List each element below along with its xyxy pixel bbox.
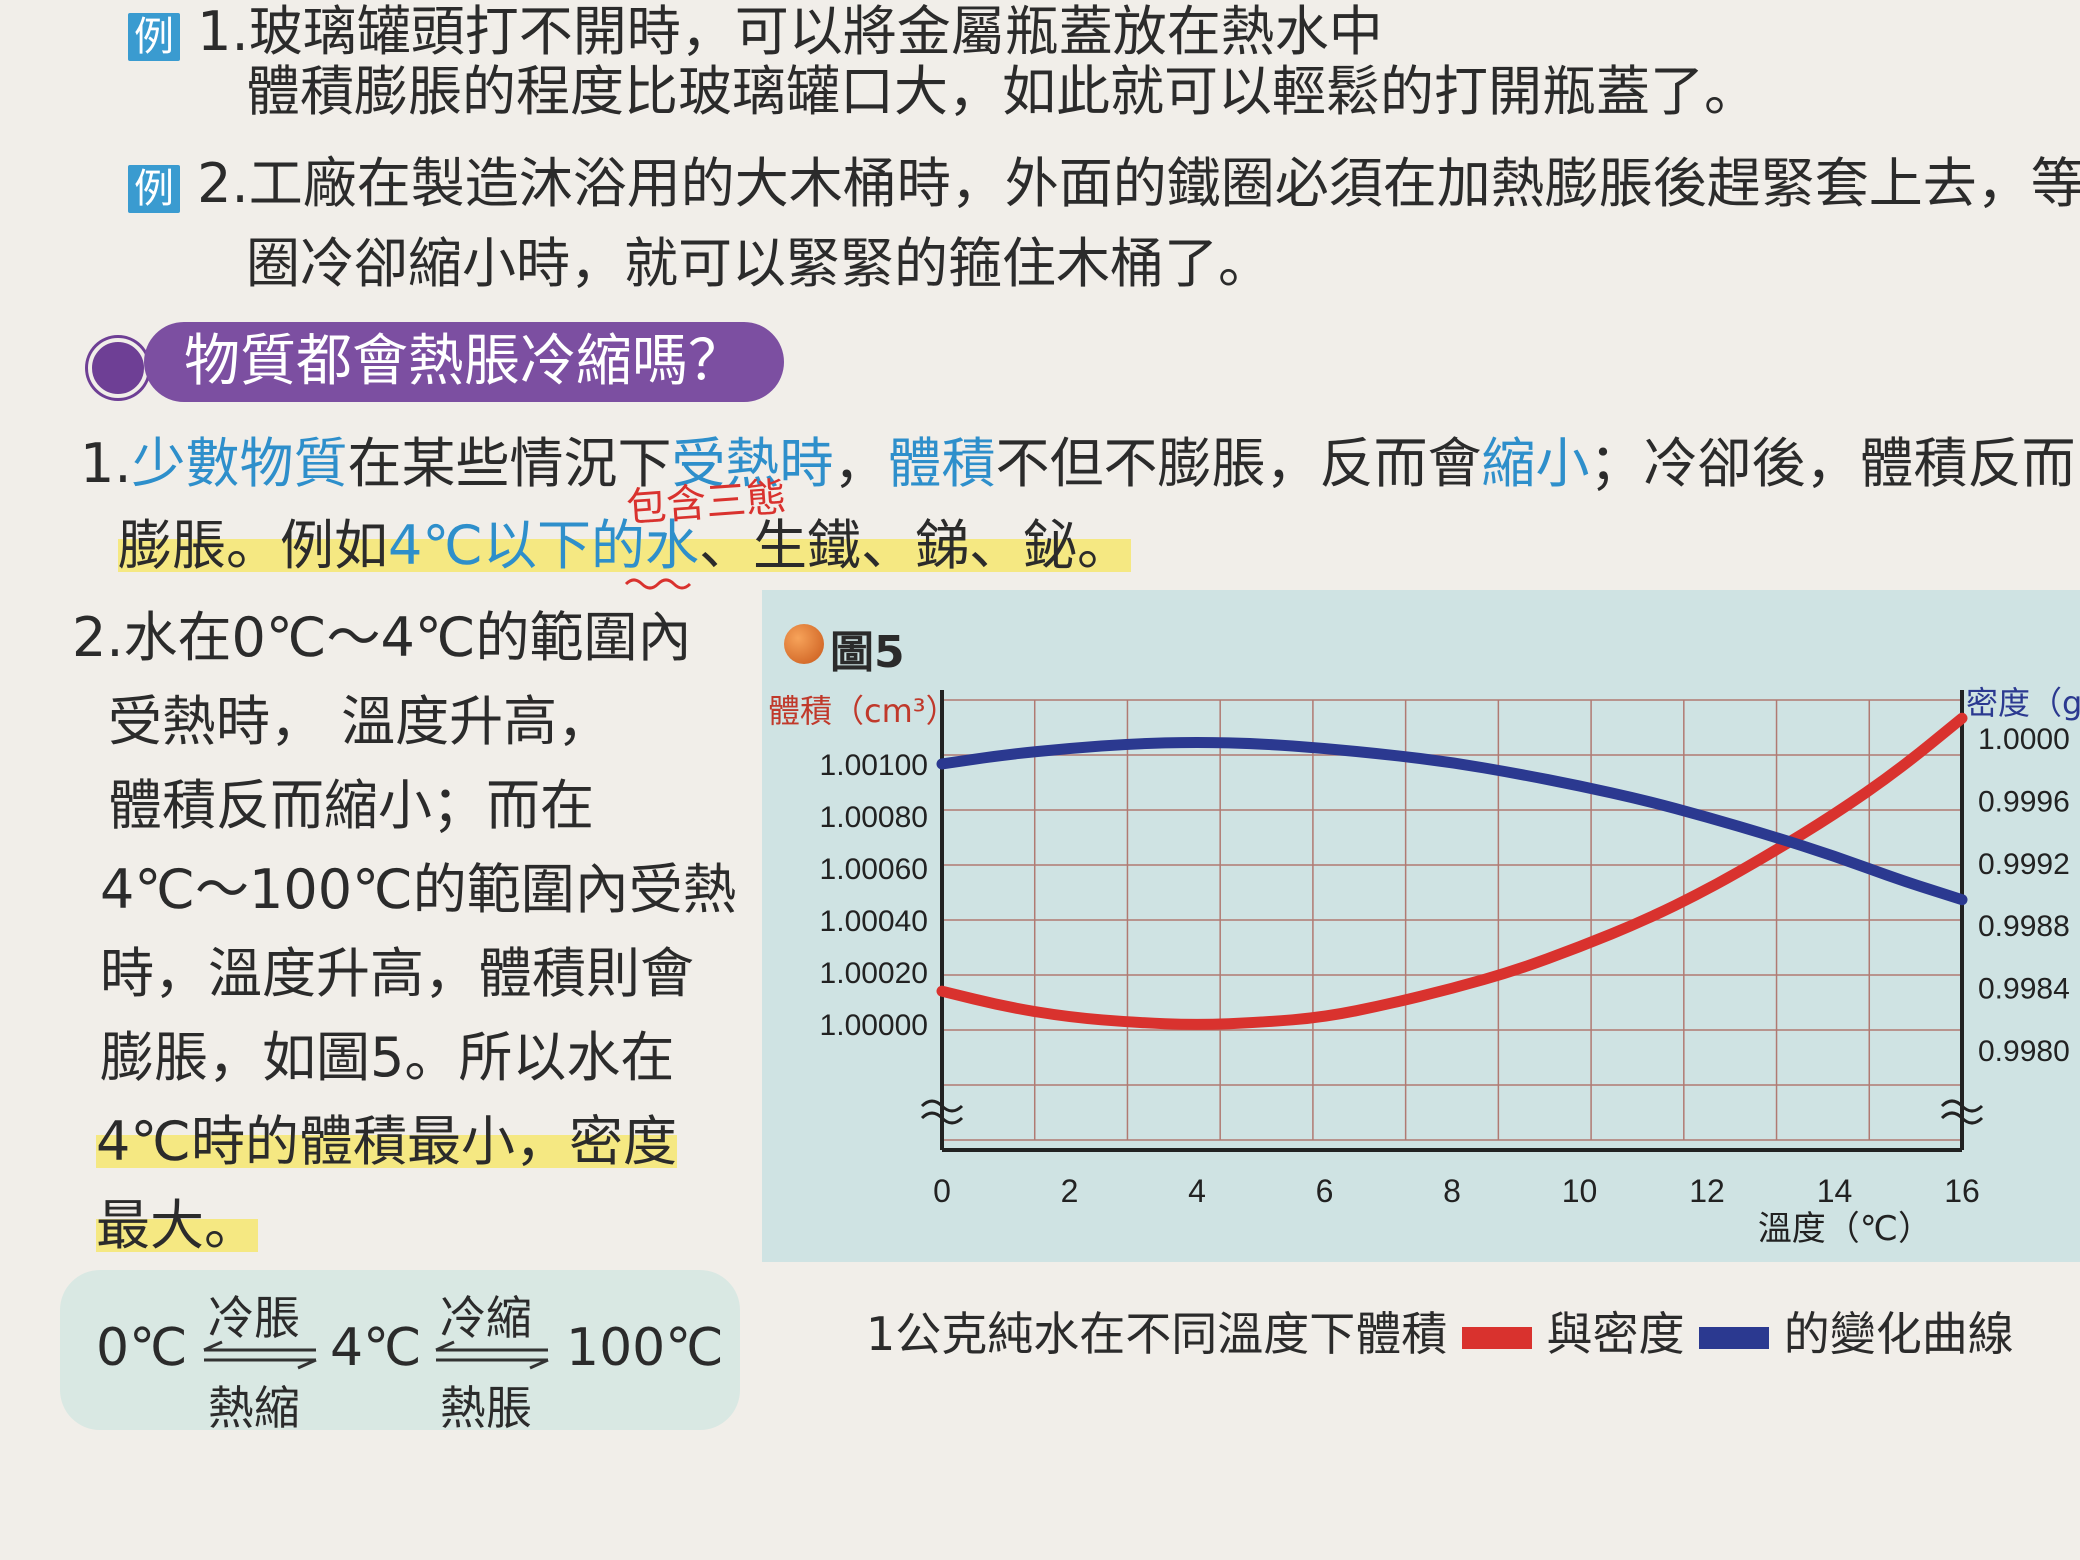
y-right-axis-label: 密度（g/c [1966,684,2080,722]
example-2-line-1: 例 2.工廠在製造沐浴用的大木桶時，外面的鐵圈必須在加熱膨脹後趕緊套上去，等 [128,152,2080,216]
handwritten-underline [624,578,692,590]
y-right-tick-label: 0.9984 [1978,973,2070,1006]
y-left-tick-label: 1.00000 [820,1009,928,1042]
arrow-1-bottom-label: 熱縮 [208,1381,300,1435]
paragraph-2-line: 受熱時， 溫度升高， [108,690,612,753]
text: ， [833,432,888,495]
example-tag: 例 [128,165,180,213]
figure-label: 圖5 [830,627,905,678]
text: 、生鐵、銻、鉍。 [699,514,1132,577]
example-2-text: 2.工廠在製造沐浴用的大木桶時，外面的鐵圈必須在加熱膨脹後趕緊套上去，等 [197,152,2080,215]
y-right-tick-label: 0.9996 [1978,785,2070,818]
legend-volume-swatch [1461,1326,1532,1349]
x-tick-label: 0 [933,1173,951,1209]
paragraph-2-line: 膨脹，如圖5。所以水在 [100,1026,675,1089]
keyword-heated: 受熱時 [671,432,834,495]
example-1-line-2: 體積膨脹的程度比玻璃罐口大，如此就可以輕鬆的打開瓶蓋了。 [246,60,1758,123]
axis-break-right-icon [1940,1099,1984,1125]
caption-text: 與密度 [1546,1307,1685,1361]
example-1-text: 1.玻璃罐頭打不開時，可以將金屬瓶蓋放在熱水中 [197,0,1383,63]
y-right-tick-label: 0.9980 [1978,1035,2070,1068]
caption-text: 的變化曲線 [1783,1307,2014,1361]
paragraph-2-line: 4℃～100℃的範圍內受熱 [100,858,737,921]
paragraph-2-line-highlighted: 4℃時的體積最小，密度 [96,1110,678,1173]
keyword-few-substances: 少數物質 [131,432,348,495]
paragraph-2-line: 時，溫度升高，體積則會 [100,942,694,1005]
arrow-2-bottom-label: 熱脹 [440,1381,532,1435]
temp-100c: 100℃ [566,1318,724,1378]
x-axis-label: 溫度（℃） [1758,1209,1932,1249]
text: 不但不膨脹，反而會 [995,432,1482,495]
paragraph-1-line-2: 膨脹。例如4℃以下的水、生鐵、銻、鉍。 [118,514,1132,578]
y-left-tick-label: 1.00040 [820,905,928,938]
x-tick-label: 12 [1689,1173,1725,1209]
y-left-tick-label: 1.00080 [820,801,928,834]
y-left-tick-label: 1.00100 [820,749,928,782]
paragraph-2-line-highlighted: 最大。 [96,1194,258,1257]
temp-4c: 4℃ [330,1318,422,1378]
paragraph-2-line: 體積反而縮小；而在 [108,774,594,837]
keyword-volume: 體積 [887,432,996,495]
section-bullet-icon [88,338,148,398]
x-tick-label: 8 [1443,1173,1461,1209]
volume-series-line [936,712,1968,1030]
text: 在某些情況下 [347,432,672,495]
keyword-shrink: 縮小 [1481,432,1590,495]
y-left-axis-label: 體積（cm³） [768,692,958,730]
legend-density-swatch [1699,1326,1770,1349]
temp-0c: 0℃ [96,1318,188,1378]
arrow-2-top-label: 冷縮 [440,1291,532,1345]
section-title: 物質都會熱脹冷縮嗎？ [144,322,784,402]
x-tick-label: 10 [1562,1173,1598,1209]
caption-text: 1公克純水在不同溫度下體積 [866,1307,1448,1361]
figure-caption: 1公克純水在不同溫度下體積 與密度 的變化曲線 [866,1298,2014,1364]
text: ；冷卻後，體積反而 [1589,432,2076,495]
y-right-tick-label: 0.9992 [1978,848,2070,881]
reversible-arrow-icon [203,1340,317,1370]
x-tick-label: 4 [1188,1173,1206,1209]
x-tick-label: 2 [1061,1173,1079,1209]
x-tick-label: 6 [1316,1173,1334,1209]
paragraph-number: 1. [80,432,132,495]
example-2-line-2: 圈冷卻縮小時，就可以緊緊的箍住木桶了。 [246,232,1272,295]
paragraph-2: 2.水在0℃～4℃的範圍內 受熱時， 溫度升高， 體積反而縮小；而在 4℃～10… [72,596,737,1268]
reversible-arrow-icon [435,1340,549,1370]
example-tag: 例 [128,13,180,61]
keyword-water-below-4c: 4℃以下的水 [388,514,700,577]
text: 膨脹。例如 [118,514,388,577]
handwritten-annotation: 包含三態 [624,474,788,532]
y-left-tick-label: 1.00020 [820,957,928,990]
y-right-tick-label: 1.0000 [1978,723,2070,756]
paragraph-1-line-1: 1.少數物質在某些情況下受熱時，體積不但不膨脹，反而會縮小；冷卻後，體積反而 [80,432,2076,496]
y-right-tick-label: 0.9988 [1978,910,2070,943]
density-series-line [936,737,1968,906]
example-1-line-1: 例 1.玻璃罐頭打不開時，可以將金屬瓶蓋放在熱水中 [128,0,1383,64]
x-tick-label: 16 [1944,1173,1980,1209]
paragraph-2-line: 2.水在0℃～4℃的範圍內 [72,606,692,669]
temperature-phase-box [60,1270,740,1430]
figure-bullet-icon [784,624,824,664]
volume-density-chart: 0 2 4 6 8 10 12 14 16 1.00100 1.00080 1.00060 1.0004… [768,684,2080,1249]
axis-break-left-icon [920,1099,964,1125]
x-tick-label: 14 [1817,1173,1853,1209]
y-left-tick-label: 1.00060 [820,853,928,886]
arrow-1-top-label: 冷脹 [208,1291,300,1345]
